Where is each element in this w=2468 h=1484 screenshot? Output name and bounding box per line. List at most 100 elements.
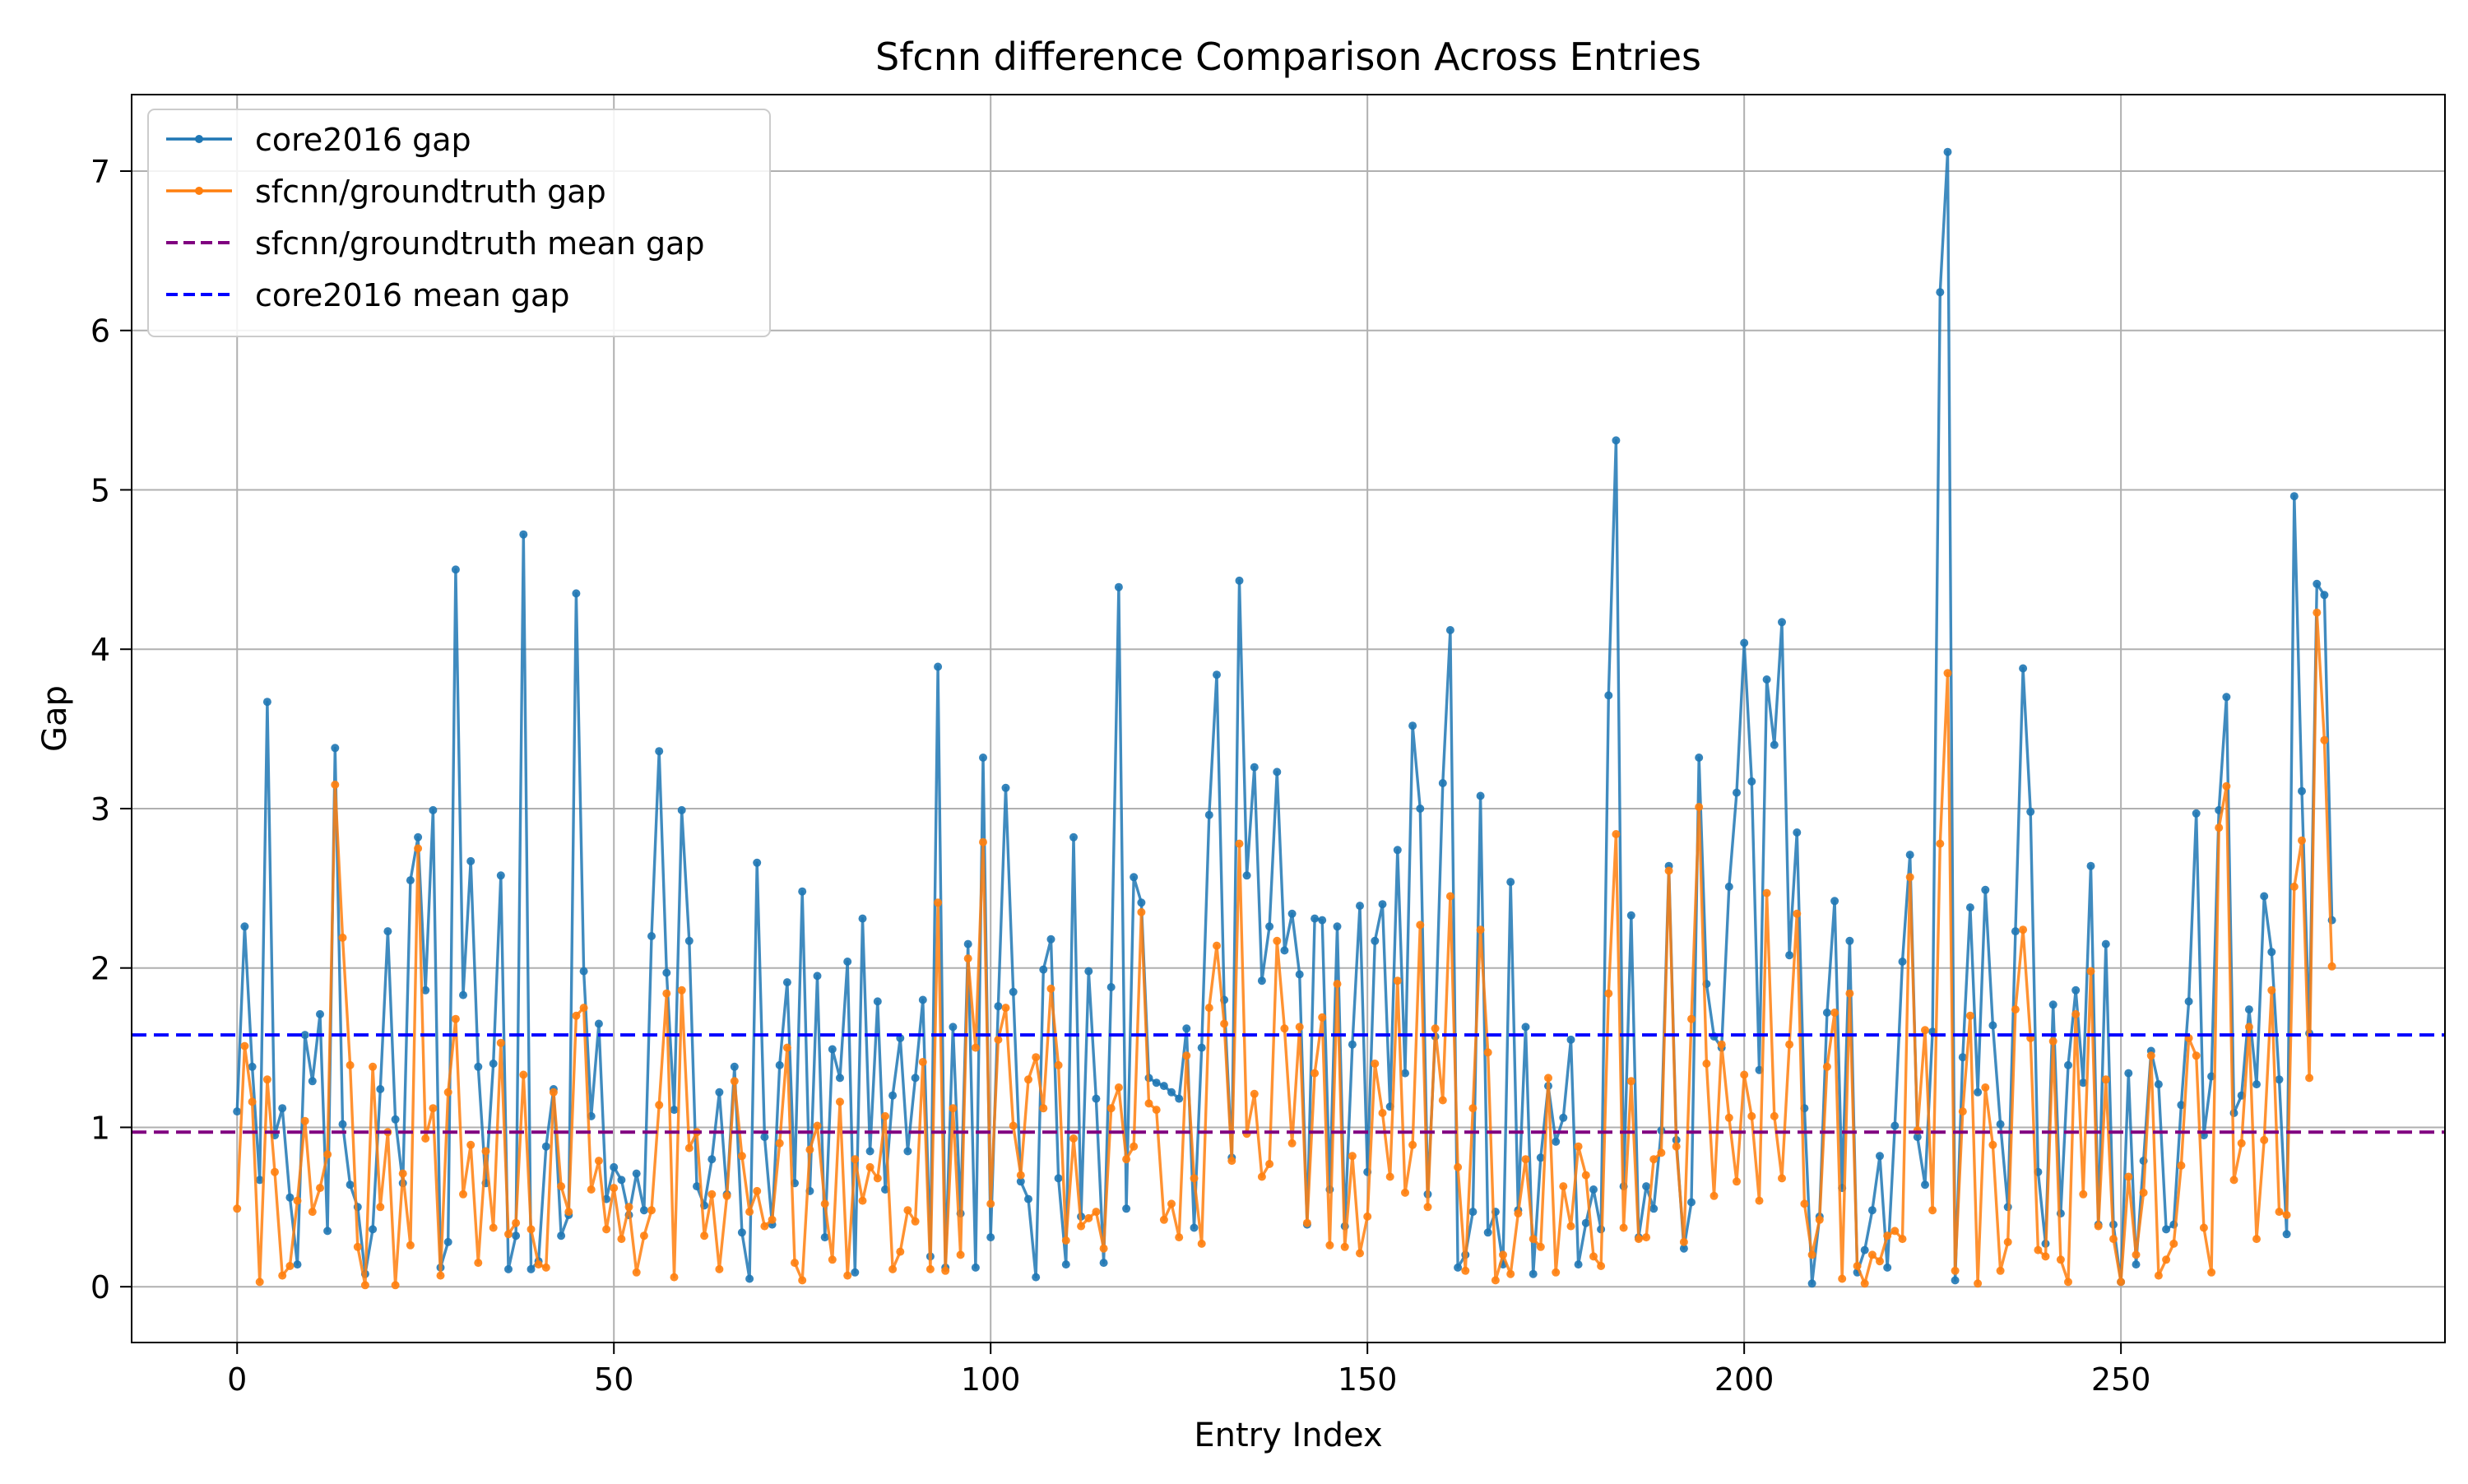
data-point xyxy=(1016,1171,1025,1180)
data-point xyxy=(466,1140,476,1149)
data-point xyxy=(369,1225,378,1234)
data-point xyxy=(662,989,671,998)
data-point xyxy=(737,1228,746,1237)
data-point xyxy=(610,1184,619,1193)
data-point xyxy=(760,1133,769,1142)
legend-label: core2016 gap xyxy=(255,122,471,158)
data-point xyxy=(1069,832,1078,842)
data-point xyxy=(2192,1051,2201,1060)
data-point xyxy=(1883,1263,1892,1272)
data-point xyxy=(851,1155,860,1164)
data-point xyxy=(331,744,340,753)
data-point xyxy=(700,1231,709,1241)
data-point xyxy=(1921,1180,1929,1190)
data-point xyxy=(376,1085,385,1093)
data-point xyxy=(1190,1223,1199,1232)
x-tick-label: 150 xyxy=(1338,1361,1398,1398)
data-point xyxy=(2237,1139,2246,1148)
data-point xyxy=(1092,1094,1101,1103)
data-point xyxy=(248,1097,257,1106)
data-point xyxy=(1265,1160,1274,1168)
data-point xyxy=(2079,1190,2088,1199)
data-point xyxy=(670,1273,679,1282)
data-point xyxy=(1483,1228,1492,1237)
data-point xyxy=(1152,1106,1161,1115)
legend-item: core2016 mean gap xyxy=(166,277,569,313)
data-point xyxy=(2313,579,2322,588)
data-point xyxy=(934,898,943,907)
data-point xyxy=(2260,1135,2269,1144)
data-point xyxy=(1619,1223,1628,1232)
data-point xyxy=(670,1106,679,1115)
data-point xyxy=(338,1120,347,1129)
data-point xyxy=(278,1271,287,1280)
data-point xyxy=(798,887,807,896)
data-point xyxy=(1778,618,1786,627)
data-point xyxy=(579,1004,588,1013)
data-point xyxy=(1928,1206,1937,1215)
data-point xyxy=(1408,1140,1417,1149)
data-point xyxy=(828,1045,837,1054)
data-point xyxy=(753,1186,762,1195)
series-layer xyxy=(132,147,2445,1290)
data-point xyxy=(865,1162,874,1171)
data-point xyxy=(316,1009,324,1018)
data-point xyxy=(338,933,347,942)
data-point xyxy=(2101,1075,2110,1084)
data-point xyxy=(1762,675,1771,684)
data-point xyxy=(624,1203,633,1212)
data-point xyxy=(369,1062,378,1071)
data-point xyxy=(2289,882,2299,891)
data-point xyxy=(474,1062,483,1071)
data-point xyxy=(1250,1089,1259,1098)
data-point xyxy=(2252,1235,2261,1244)
data-point xyxy=(360,1281,369,1290)
data-point xyxy=(1581,1218,1590,1227)
data-point xyxy=(2019,664,2028,673)
data-point xyxy=(2079,1078,2088,1087)
y-tick-label: 1 xyxy=(90,1110,110,1146)
data-point xyxy=(1257,1172,1266,1181)
data-point xyxy=(632,1268,641,1277)
data-point xyxy=(1974,1087,1983,1097)
data-point xyxy=(443,1237,452,1246)
data-point xyxy=(504,1230,513,1239)
data-point xyxy=(1054,1174,1063,1183)
data-point xyxy=(406,1241,415,1250)
data-point xyxy=(918,1058,927,1066)
data-point xyxy=(2298,836,2306,845)
data-point xyxy=(534,1260,543,1269)
data-point xyxy=(2101,939,2110,948)
data-point xyxy=(2252,1080,2261,1089)
data-point xyxy=(1521,1155,1530,1164)
data-point xyxy=(1544,1074,1552,1083)
data-point xyxy=(1657,1148,1666,1157)
data-point xyxy=(1416,805,1425,813)
data-point xyxy=(323,1150,332,1159)
data-point xyxy=(1913,1133,1922,1142)
data-point xyxy=(1793,909,1802,918)
data-point xyxy=(820,1233,829,1242)
data-point xyxy=(1867,1206,1877,1215)
data-point xyxy=(1032,1273,1041,1282)
data-point xyxy=(873,997,882,1006)
data-point xyxy=(2298,786,2306,795)
data-point xyxy=(1679,1237,1688,1246)
data-point xyxy=(1024,1194,1032,1203)
data-point xyxy=(2117,1278,2126,1287)
data-point xyxy=(1747,1111,1756,1120)
data-point xyxy=(843,958,852,966)
data-point xyxy=(1733,1177,1741,1186)
data-point xyxy=(557,1231,566,1241)
data-point xyxy=(541,1263,550,1272)
data-point xyxy=(1499,1250,1507,1259)
data-point xyxy=(255,1176,264,1185)
data-point xyxy=(1687,1014,1696,1023)
data-point xyxy=(745,1208,754,1217)
data-point xyxy=(994,1002,1003,1011)
data-point xyxy=(918,995,927,1004)
data-point xyxy=(300,1116,309,1125)
data-point xyxy=(1001,783,1010,792)
data-point xyxy=(2192,809,2201,818)
data-point xyxy=(1046,984,1055,993)
